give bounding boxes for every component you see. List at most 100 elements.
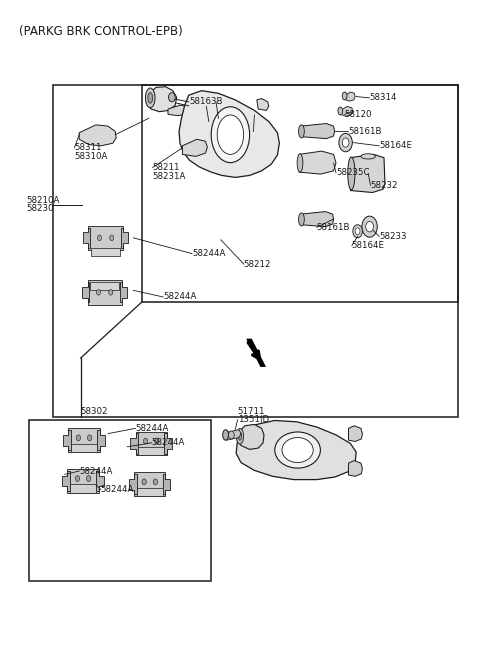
Text: 58244A: 58244A — [101, 485, 134, 494]
Polygon shape — [346, 92, 355, 101]
Ellipse shape — [282, 438, 313, 463]
Polygon shape — [227, 430, 241, 440]
Text: 58211: 58211 — [153, 163, 180, 172]
Circle shape — [362, 216, 377, 237]
Text: 58244A: 58244A — [152, 438, 185, 447]
Circle shape — [97, 235, 102, 240]
Polygon shape — [87, 280, 122, 305]
Polygon shape — [88, 225, 123, 250]
Polygon shape — [121, 228, 128, 248]
Polygon shape — [82, 283, 89, 302]
Text: 58244A: 58244A — [163, 292, 197, 302]
Circle shape — [355, 228, 360, 235]
Circle shape — [109, 235, 114, 240]
Circle shape — [168, 93, 175, 102]
Text: 58231A: 58231A — [153, 172, 186, 181]
Polygon shape — [134, 472, 165, 496]
Text: 58314: 58314 — [370, 93, 397, 102]
Polygon shape — [68, 469, 98, 493]
Circle shape — [353, 225, 362, 238]
Text: 51711: 51711 — [238, 407, 265, 416]
Ellipse shape — [361, 154, 375, 159]
Polygon shape — [348, 426, 362, 442]
Polygon shape — [91, 248, 120, 256]
Ellipse shape — [275, 432, 321, 468]
Polygon shape — [129, 474, 137, 494]
Circle shape — [155, 438, 159, 444]
Text: 58230: 58230 — [26, 204, 54, 214]
Polygon shape — [163, 474, 170, 494]
Circle shape — [339, 133, 352, 152]
Text: 58161B: 58161B — [348, 127, 382, 136]
Polygon shape — [69, 428, 99, 452]
Circle shape — [87, 435, 92, 441]
Text: 58163B: 58163B — [190, 97, 223, 106]
Text: 1351JD: 1351JD — [238, 415, 269, 424]
Polygon shape — [79, 125, 116, 146]
Circle shape — [86, 476, 91, 482]
Ellipse shape — [348, 157, 355, 190]
Polygon shape — [341, 106, 353, 116]
Circle shape — [96, 290, 101, 295]
Polygon shape — [146, 87, 177, 112]
Text: 58244A: 58244A — [135, 424, 169, 433]
Ellipse shape — [299, 213, 304, 226]
Ellipse shape — [148, 93, 153, 103]
Ellipse shape — [217, 115, 243, 154]
Polygon shape — [236, 420, 356, 480]
Polygon shape — [168, 105, 188, 116]
Circle shape — [75, 476, 80, 482]
Circle shape — [144, 438, 148, 444]
Polygon shape — [97, 430, 105, 450]
Text: 58120: 58120 — [345, 110, 372, 119]
Circle shape — [142, 479, 146, 485]
Text: (PARKG BRK CONTROL-EPB): (PARKG BRK CONTROL-EPB) — [19, 25, 183, 38]
Text: 58164E: 58164E — [352, 241, 385, 250]
Polygon shape — [83, 228, 90, 248]
Circle shape — [76, 435, 81, 441]
Polygon shape — [71, 443, 97, 452]
Polygon shape — [257, 99, 269, 110]
Polygon shape — [120, 283, 127, 302]
Text: 58310A: 58310A — [74, 152, 108, 161]
Circle shape — [366, 221, 373, 232]
Polygon shape — [300, 124, 335, 139]
Text: 58233: 58233 — [379, 232, 407, 241]
Polygon shape — [70, 484, 96, 493]
Circle shape — [108, 290, 113, 295]
Ellipse shape — [211, 106, 250, 162]
Polygon shape — [247, 339, 265, 367]
Text: 58212: 58212 — [244, 260, 271, 269]
Text: 58210A: 58210A — [26, 196, 60, 205]
Text: 58311: 58311 — [74, 143, 102, 152]
Polygon shape — [131, 434, 138, 453]
Polygon shape — [300, 212, 334, 227]
Text: 58161B: 58161B — [317, 223, 350, 232]
Polygon shape — [350, 154, 385, 193]
Polygon shape — [137, 487, 163, 496]
Text: 58244A: 58244A — [192, 249, 226, 258]
Polygon shape — [63, 430, 71, 450]
Polygon shape — [62, 471, 70, 491]
Circle shape — [228, 431, 234, 439]
Polygon shape — [179, 91, 279, 177]
Polygon shape — [90, 283, 120, 290]
Ellipse shape — [338, 107, 343, 115]
Polygon shape — [237, 424, 264, 449]
Polygon shape — [136, 432, 167, 455]
Ellipse shape — [342, 92, 347, 100]
Ellipse shape — [145, 88, 155, 108]
Text: 58164E: 58164E — [379, 141, 412, 150]
Polygon shape — [138, 447, 164, 455]
Ellipse shape — [223, 430, 228, 440]
Polygon shape — [182, 139, 207, 156]
Text: 58244A: 58244A — [79, 466, 113, 476]
Ellipse shape — [297, 154, 303, 172]
Polygon shape — [164, 434, 172, 453]
Text: 58302: 58302 — [81, 407, 108, 416]
Circle shape — [153, 479, 157, 485]
Ellipse shape — [236, 428, 244, 444]
Polygon shape — [299, 151, 336, 174]
Text: 58235C: 58235C — [336, 168, 370, 177]
Polygon shape — [348, 461, 362, 476]
